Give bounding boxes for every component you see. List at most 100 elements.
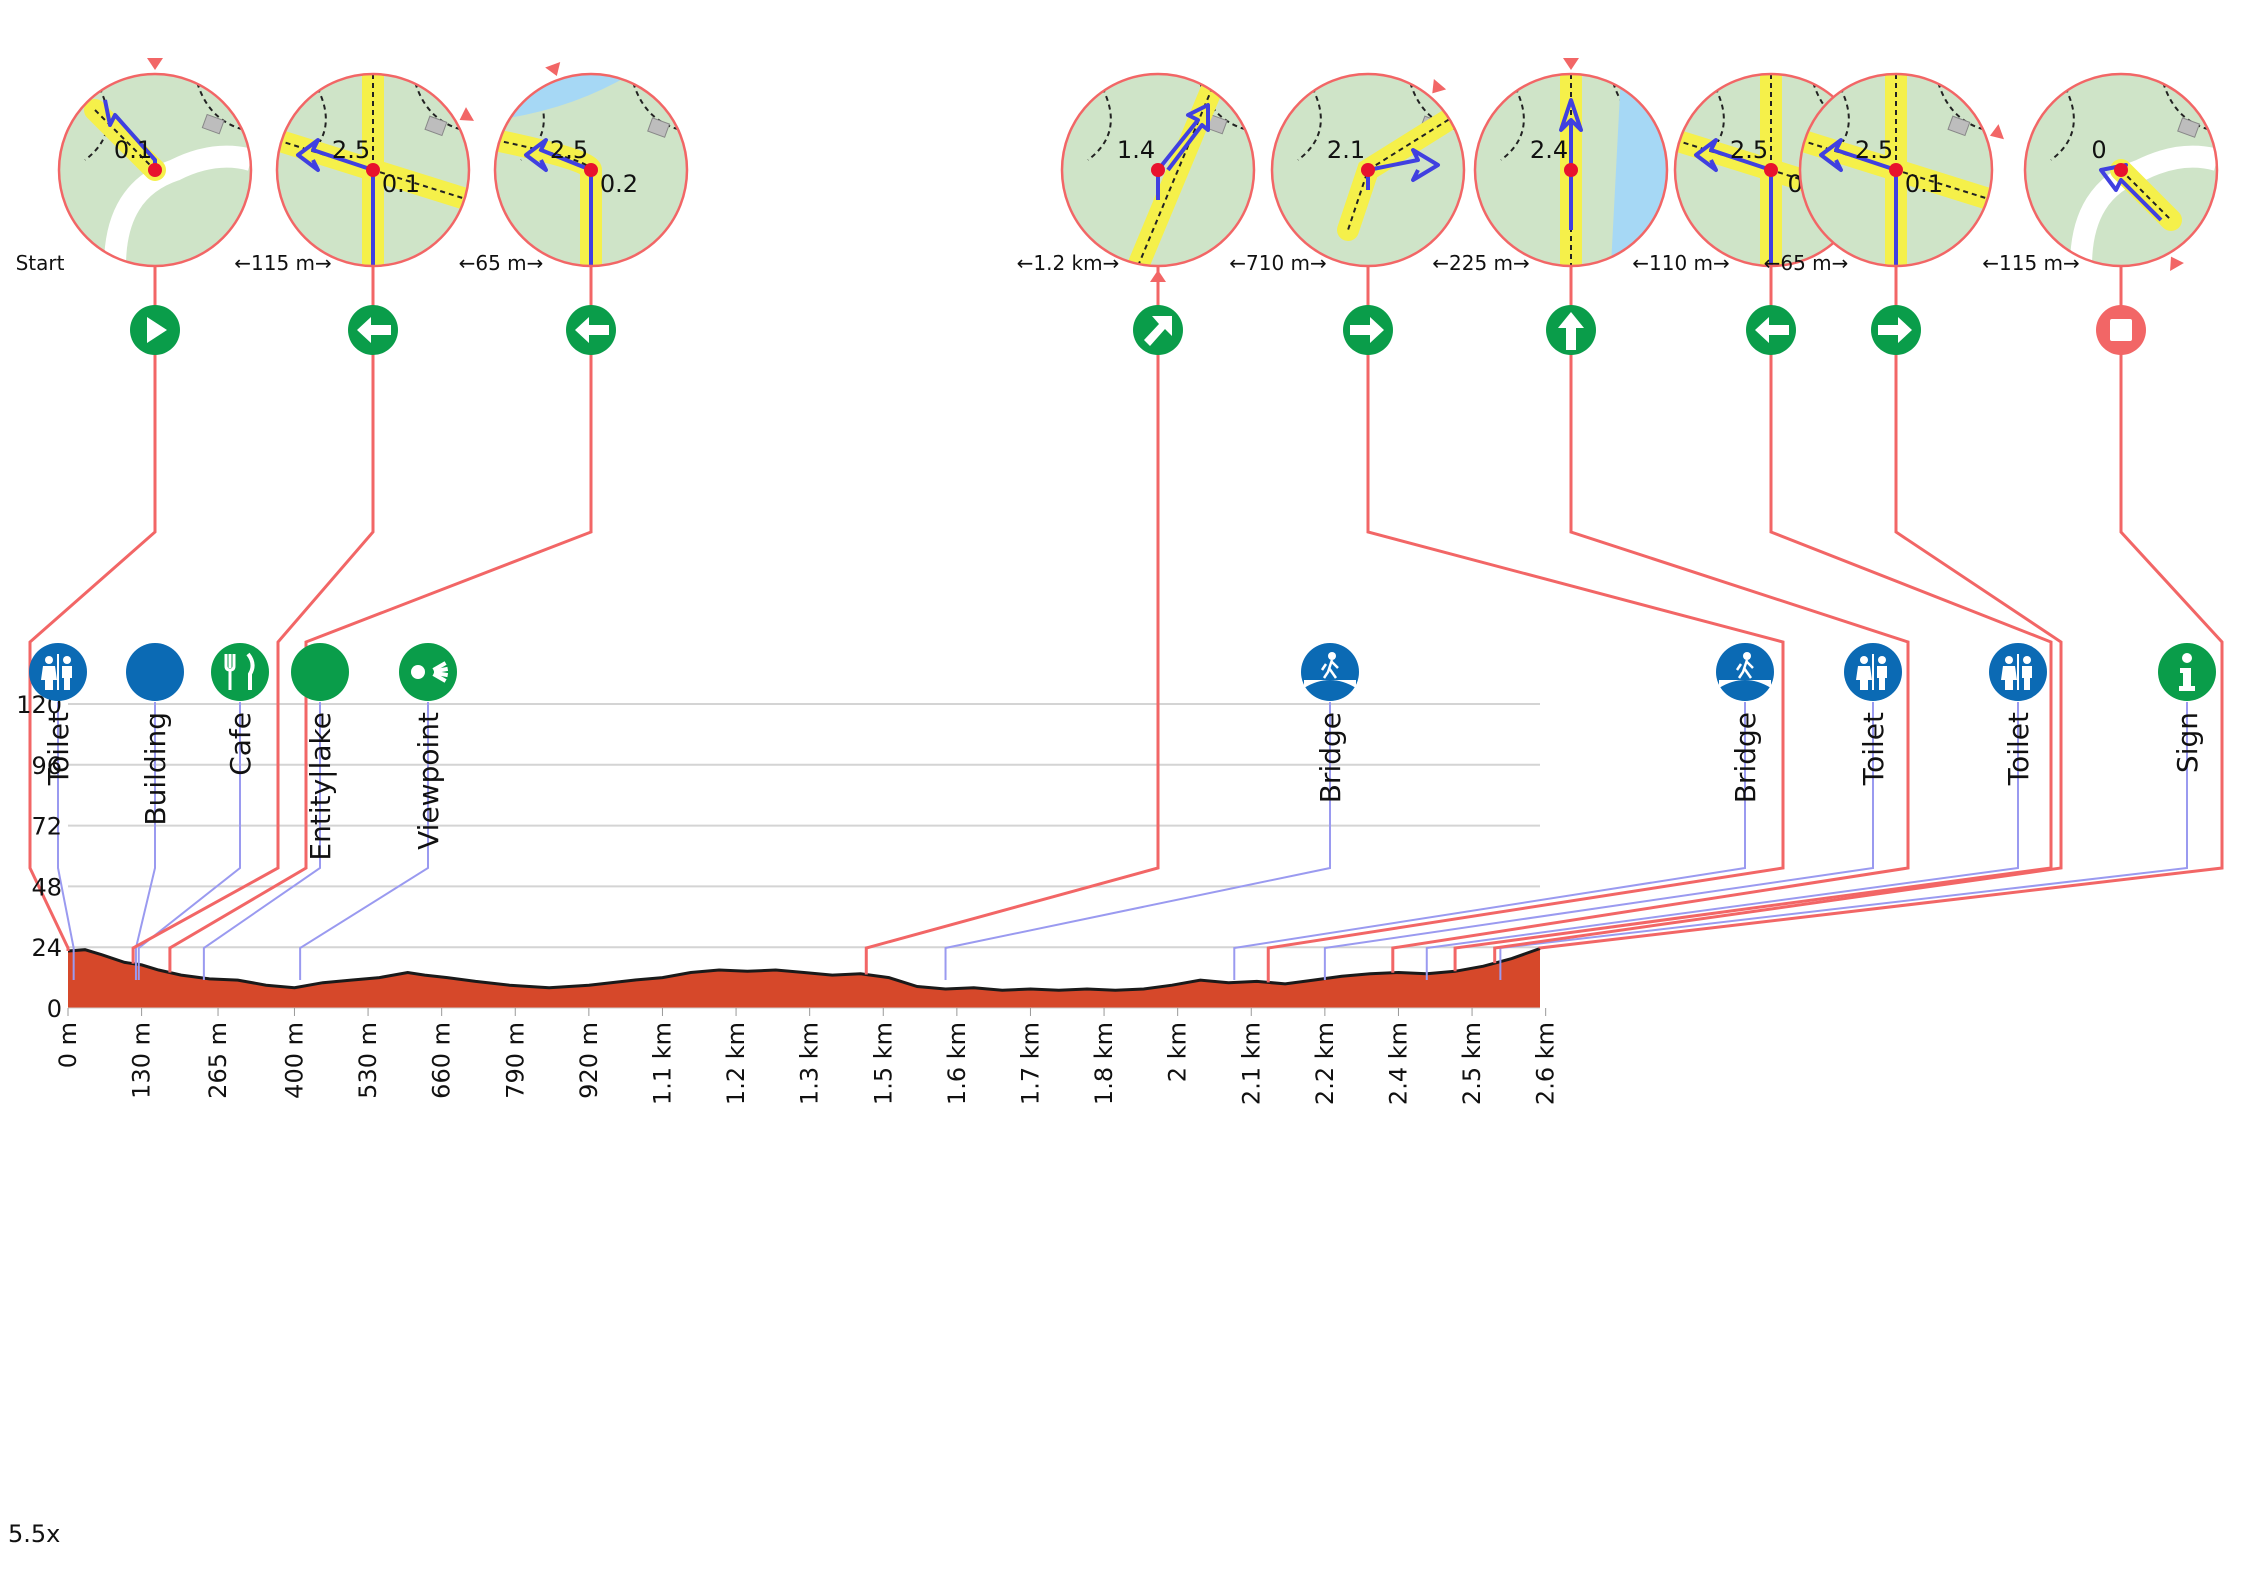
minimap-distance-label: 2.5 [332,136,370,164]
turn-point-dot [1361,163,1375,177]
minimap-distance-label: 0.1 [1905,170,1943,198]
minimap-distance-label: 0.2 [600,170,638,198]
turn-leader-line [168,354,593,973]
segment-distance: ←225 m→ [1432,251,1530,275]
x-tick-label: 2.5 km [1458,1022,1486,1105]
elevation-fill [68,948,1540,1008]
poi-leader-line [1323,702,1874,980]
turn-point-dot [1151,163,1165,177]
stop-icon [2096,305,2146,355]
x-tick-label: 0 m [54,1022,82,1068]
poi-label: Bridge [1729,712,1762,803]
cafe-icon-disc [211,643,269,701]
north-marker-icon [1150,270,1166,282]
poi-label: Bridge [1314,712,1347,803]
turn-point-dot [1764,163,1778,177]
y-tick-label: 96 [31,752,62,780]
poi-leader-line [1233,702,1746,980]
poi-leader-line [137,702,241,980]
toilet-icon [29,643,87,701]
bridge-icon [1301,643,1359,701]
turn-minimap[interactable]: 1.4 [1060,72,1256,282]
turn-leader-line [131,354,375,964]
x-tick-label: 2.6 km [1532,1022,1560,1105]
bridge-icon-disc [1716,643,1774,701]
x-tick-label: 790 m [501,1022,529,1099]
poi-label: Toilet [1857,712,1890,786]
turn-point-dot [366,163,380,177]
minimap-distance-label: 0 [2091,136,2106,164]
north-marker-icon [545,62,561,77]
info-icon [2158,643,2216,701]
x-tick-label: 400 m [280,1022,308,1099]
poi-leader-line [1425,702,2019,980]
minimap-distance-label: 2.4 [1530,136,1568,164]
arrow-up-icon [1546,305,1596,355]
x-tick-label: 2 km [1164,1022,1192,1082]
x-tick-label: 1.8 km [1090,1022,1118,1105]
segment-distance: ←65 m→ [1764,251,1849,275]
toilet-icon [1844,643,1902,701]
turn-leader-line [1493,354,2063,964]
arrow-left-icon [1746,305,1796,355]
bridge-icon [1716,643,1774,701]
y-tick-label: 0 [47,995,62,1023]
arrow-left-icon [566,305,616,355]
minimap-distance-label: 2.1 [1327,136,1365,164]
arrow-bear-right-icon [1133,305,1183,355]
bridge-icon-disc [1301,643,1359,701]
poi-label: Toilet [2002,712,2035,786]
poi-label: Viewpoint [412,712,445,850]
elevation-area [67,947,1541,1008]
turn-point-dot [584,163,598,177]
turn-minimap[interactable]: 2.1 [1270,72,1466,268]
segment-distance: ←115 m→ [234,251,332,275]
turn-leader-line [1391,354,1910,973]
toilet-icon [1989,643,2047,701]
turn-point-dot [2114,163,2128,177]
minimap-distance-label: 2.5 [550,136,588,164]
poi-leader-line [944,702,1331,980]
segment-distance: ←1.2 km→ [1017,251,1120,275]
turn-minimap[interactable]: 2.5 0.1 [1798,72,2004,268]
x-tick-label: 1.2 km [722,1022,750,1105]
x-tick-label: 1.7 km [1016,1022,1044,1105]
poi-label: Toilet [42,712,75,786]
building-icon-disc [126,643,184,701]
turn-minimap[interactable]: 0 [2023,72,2219,271]
turn-markers: 0.1 Start 2.5 0.1 ←115 m→ 2.5 0.2 ←65 m→ 1.4 ←1.2… [16,58,2219,355]
poi-leader-lines [57,702,2188,980]
viewpoint-icon-disc [399,643,457,701]
north-marker-icon [2170,256,2184,271]
minimap-distance-label: 0.1 [114,136,152,164]
turn-minimap[interactable]: 0.1 [57,58,253,268]
turn-minimap[interactable]: 2.5 0.1 [275,72,474,268]
lake-icon-disc [291,643,349,701]
poi-leader-line [57,702,75,980]
minimap-distance-label: 1.4 [1117,136,1155,164]
x-tick-label: 530 m [354,1022,382,1099]
grid [68,703,1540,949]
x-tick-label: 130 m [128,1022,156,1099]
turn-minimap[interactable]: 2.4 [1473,58,1669,268]
segment-distance: ←65 m→ [459,251,544,275]
building-icon [126,643,184,701]
cafe-icon [211,643,269,701]
poi-leader-line [202,702,321,980]
poi-label: Sign [2171,712,2204,773]
turn-leader-line [28,354,157,951]
turn-leader-line [1538,354,2224,950]
turn-leader-lines [28,266,2224,983]
turn-minimap[interactable]: 2.5 0.2 [493,62,689,268]
turn-point-dot [1889,163,1903,177]
x-tick-label: 2.4 km [1384,1022,1412,1105]
north-marker-icon [1432,79,1447,94]
x-tick-label: 1.6 km [943,1022,971,1105]
arrow-right-icon [1343,305,1393,355]
elevation-line [67,947,1541,992]
north-marker-icon [1989,124,2004,140]
lake-icon [291,643,349,701]
poi-label: Building [139,712,172,826]
segment-distance: ←710 m→ [1229,251,1327,275]
